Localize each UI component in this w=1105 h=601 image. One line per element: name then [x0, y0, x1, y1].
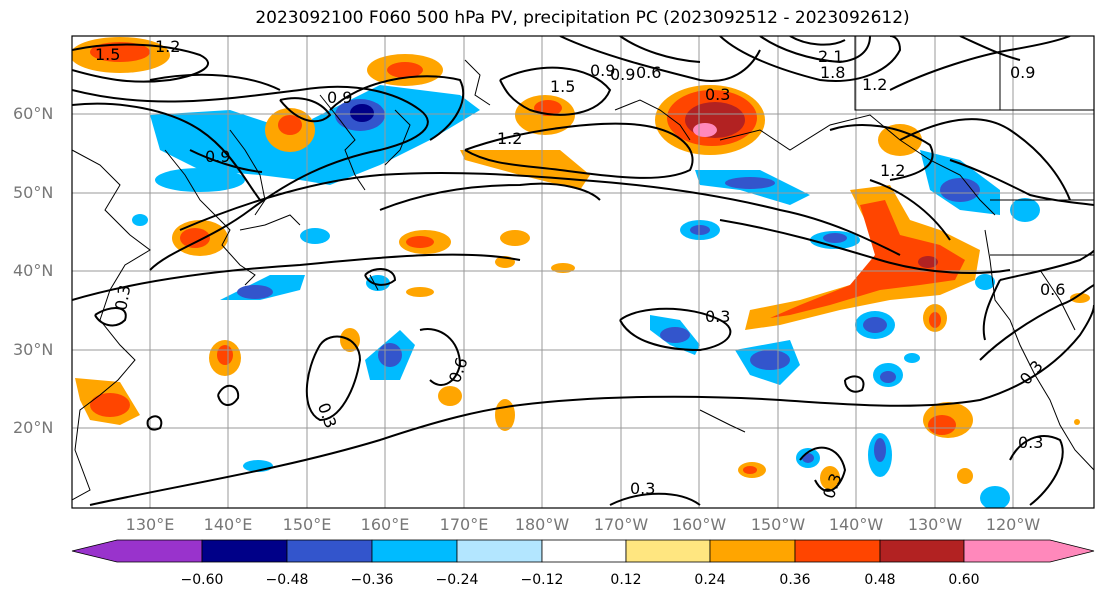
lon-label: 120°W [985, 515, 1041, 534]
contour-label: 1.2 [880, 161, 905, 180]
contour-label: 0.3 [111, 283, 134, 311]
colorbar-tick: 0.24 [694, 572, 726, 588]
lon-label: 140°E [203, 515, 253, 534]
contour-label: 2.1 [818, 47, 843, 66]
lat-label: 40°N [13, 261, 54, 280]
contour-label: 0.9 [610, 65, 635, 84]
lon-label: 160°W [671, 515, 727, 534]
colorbar-tick: −0.24 [435, 572, 479, 588]
contour-label: 0.9 [205, 147, 230, 166]
lon-label: 130°E [125, 515, 175, 534]
colorbar [71, 539, 1095, 563]
graticule [72, 36, 1094, 508]
pv-contours [72, 36, 1094, 506]
map-frame [71, 35, 1095, 509]
lon-label: 130°W [907, 515, 963, 534]
contour-label: 0.9 [327, 88, 352, 107]
contour-label: 0.3 [630, 479, 655, 498]
contour-label: 1.2 [155, 37, 180, 56]
colorbar-tick: 0.60 [948, 572, 980, 588]
contour-label: 0.9 [1010, 63, 1035, 82]
lon-label: 170°E [439, 515, 489, 534]
lon-label: 160°E [360, 515, 410, 534]
colorbar-tick: 0.12 [610, 572, 642, 588]
precip-shading [72, 37, 1090, 508]
contour-labels: 1.5 1.2 0.9 1.5 1.2 0.9 0.9 0.3 2.1 1.8 … [95, 37, 1065, 501]
lat-label: 30°N [13, 340, 54, 359]
coastlines [72, 36, 1094, 501]
lon-label: 170°W [593, 515, 649, 534]
colorbar-tick: 0.48 [864, 572, 896, 588]
lon-label: 140°W [828, 515, 884, 534]
map-title: 2023092100 F060 500 hPa PV, precipitatio… [255, 8, 910, 28]
colorbar-tick: −0.12 [520, 572, 564, 588]
contour-label: 1.5 [95, 45, 120, 64]
lat-label: 60°N [13, 104, 54, 123]
lon-label: 180°W [514, 515, 570, 534]
colorbar-tick: −0.48 [265, 572, 309, 588]
contour-label: 0.3 [1018, 433, 1043, 452]
lat-label: 20°N [13, 418, 54, 437]
contour-label: 0.6 [1040, 280, 1065, 299]
contour-label: 0.3 [705, 307, 730, 326]
lon-label: 150°E [282, 515, 332, 534]
contour-label: 1.2 [862, 75, 887, 94]
contour-label: 0.6 [636, 63, 661, 82]
contour-label: 0.9 [590, 61, 615, 80]
lon-label: 150°W [750, 515, 806, 534]
contour-label: 0.6 [445, 355, 472, 385]
lat-label: 50°N [13, 183, 54, 202]
contour-label: 0.3 [314, 400, 341, 430]
colorbar-tick: −0.36 [350, 572, 394, 588]
colorbar-tick: −0.60 [180, 572, 224, 588]
contour-label: 1.8 [820, 63, 845, 82]
contour-label: 1.5 [550, 77, 575, 96]
contour-label: 1.2 [497, 129, 522, 148]
colorbar-tick: 0.36 [779, 572, 811, 588]
contour-label: 0.3 [705, 85, 730, 104]
